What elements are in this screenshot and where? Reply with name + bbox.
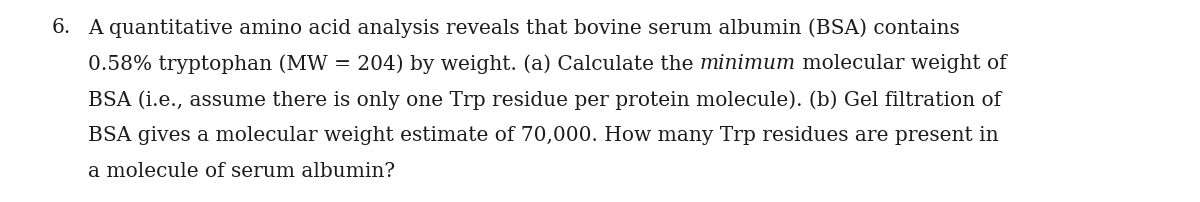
Text: minimum: minimum bbox=[700, 54, 796, 73]
Text: molecular weight of: molecular weight of bbox=[796, 54, 1007, 73]
Text: 6.: 6. bbox=[52, 18, 71, 37]
Text: BSA gives a molecular weight estimate of 70,000. How many Trp residues are prese: BSA gives a molecular weight estimate of… bbox=[88, 126, 998, 145]
Text: BSA (i.e., assume there is only one Trp residue per protein molecule). (b) Gel f: BSA (i.e., assume there is only one Trp … bbox=[88, 90, 1001, 110]
Text: A quantitative amino acid analysis reveals that bovine serum albumin (BSA) conta: A quantitative amino acid analysis revea… bbox=[88, 18, 960, 38]
Text: a molecule of serum albumin?: a molecule of serum albumin? bbox=[88, 162, 395, 181]
Text: 0.58% tryptophan (MW = 204) by weight. (a) Calculate the: 0.58% tryptophan (MW = 204) by weight. (… bbox=[88, 54, 700, 74]
